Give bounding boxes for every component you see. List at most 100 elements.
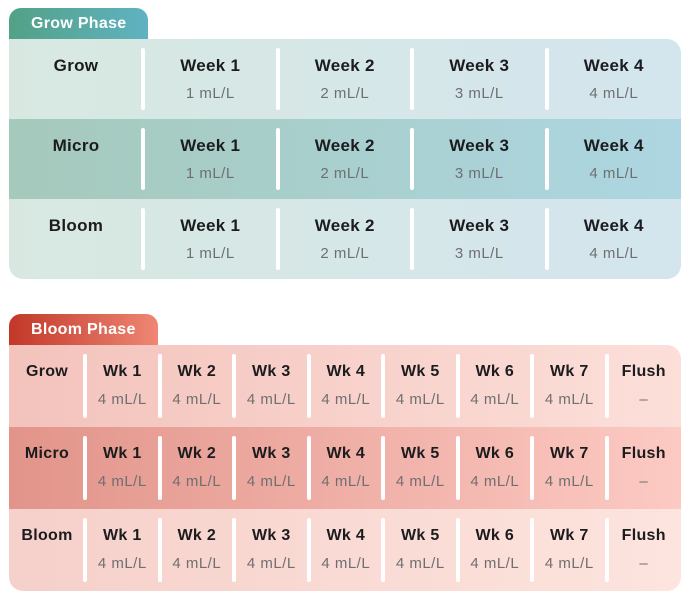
dose-value: 1 mL/L [185,165,235,182]
week-cell: Wk 3 4 mL/L [232,427,309,509]
dose-value: – [639,473,649,490]
column-divider [157,354,162,418]
column-divider [544,48,549,110]
grow-phase-section: Grow Phase Grow Week 1 1 mL/L Week 2 2 m… [9,8,681,279]
column-divider [275,128,280,190]
dose-value: 4 mL/L [172,391,222,408]
week-cell: Week 1 1 mL/L [141,199,278,279]
dose-value: 4 mL/L [321,473,371,490]
dose-value: 4 mL/L [395,391,445,408]
week-cell: Week 2 2 mL/L [275,199,413,279]
column-divider [604,354,609,418]
flush-cell: Flush – [604,345,682,427]
week-cell: Week 1 1 mL/L [141,39,278,119]
dose-value: 4 mL/L [395,555,445,572]
column-divider [306,354,311,418]
dose-value: 4 mL/L [246,555,296,572]
row-label: Micro [24,445,70,462]
week-cell: Wk 1 4 mL/L [83,345,160,427]
dose-value: 4 mL/L [544,555,594,572]
week-title: Wk 6 [475,363,515,380]
column-divider [232,436,236,500]
column-divider [455,436,460,500]
column-divider [455,354,460,418]
column-divider [530,518,534,582]
week-cell: Wk 5 4 mL/L [381,345,458,427]
column-divider [306,436,311,500]
row-label-cell: Grow [9,345,85,427]
week-cell: Wk 6 4 mL/L [455,427,533,509]
bloom-phase-table: Grow Wk 1 4 mL/L Wk 2 4 mL/L Wk 3 4 mL/L [9,345,681,591]
dose-value: 3 mL/L [454,165,504,182]
week-title: Wk 6 [475,445,515,462]
week-cell: Wk 5 4 mL/L [381,509,458,591]
week-title: Week 1 [180,56,241,75]
column-divider [141,128,145,190]
column-divider [157,518,162,582]
week-title: Week 4 [583,56,644,75]
column-divider [306,518,311,582]
table-row: Grow Wk 1 4 mL/L Wk 2 4 mL/L Wk 3 4 mL/L [9,345,681,427]
week-title: Wk 3 [251,527,291,544]
dose-value: 2 mL/L [320,85,370,102]
table-row: Micro Week 1 1 mL/L Week 2 2 mL/L Week 3… [9,119,681,199]
week-title: Week 4 [583,136,644,155]
week-title: Flush [621,363,666,380]
bloom-phase-section: Bloom Phase Grow Wk 1 4 mL/L Wk 2 4 mL/L [9,314,681,591]
dose-value: 4 mL/L [470,555,520,572]
flush-cell: Flush – [604,509,682,591]
column-divider [604,436,609,500]
row-label-cell: Bloom [9,199,143,279]
week-title: Wk 7 [549,363,589,380]
column-divider [141,48,145,110]
dose-value: 4 mL/L [544,473,594,490]
column-divider [141,208,145,270]
week-cell: Week 1 1 mL/L [141,119,278,199]
dose-value: 4 mL/L [172,473,222,490]
dose-value: 4 mL/L [97,473,147,490]
week-title: Flush [621,527,666,544]
week-cell: Wk 7 4 mL/L [530,509,607,591]
week-cell: Week 3 3 mL/L [410,199,547,279]
dose-value: 3 mL/L [454,85,504,102]
column-divider [544,208,549,270]
row-label-cell: Micro [9,119,143,199]
week-cell: Week 3 3 mL/L [410,39,547,119]
dose-value: 3 mL/L [454,245,504,262]
bloom-phase-tab: Bloom Phase [9,314,158,345]
week-title: Week 2 [314,136,375,155]
week-title: Wk 6 [475,527,515,544]
week-cell: Week 4 4 mL/L [544,119,682,199]
week-cell: Wk 1 4 mL/L [83,427,160,509]
dose-value: – [639,555,649,572]
week-title: Wk 5 [400,445,440,462]
week-cell: Wk 2 4 mL/L [157,509,235,591]
dose-value: 4 mL/L [470,473,520,490]
column-divider [232,518,236,582]
row-label: Micro [52,136,100,155]
column-divider [83,436,87,500]
week-cell: Wk 3 4 mL/L [232,509,309,591]
week-title: Week 2 [314,216,375,235]
week-title: Wk 1 [102,527,142,544]
column-divider [455,518,460,582]
week-title: Wk 2 [177,445,217,462]
row-label: Bloom [21,527,73,544]
column-divider [232,354,236,418]
column-divider [410,128,414,190]
week-cell: Wk 6 4 mL/L [455,509,533,591]
row-label: Grow [25,363,69,380]
week-title: Wk 3 [251,363,291,380]
week-title: Wk 4 [326,363,366,380]
week-title: Wk 7 [549,527,589,544]
week-title: Flush [621,445,666,462]
week-cell: Week 3 3 mL/L [410,119,547,199]
grow-phase-table: Grow Week 1 1 mL/L Week 2 2 mL/L Week 3 … [9,39,681,279]
row-label-cell: Grow [9,39,143,119]
flush-cell: Flush – [604,427,682,509]
dose-value: 2 mL/L [320,245,370,262]
dose-value: 4 mL/L [246,473,296,490]
week-title: Wk 7 [549,445,589,462]
row-label: Grow [53,56,99,75]
